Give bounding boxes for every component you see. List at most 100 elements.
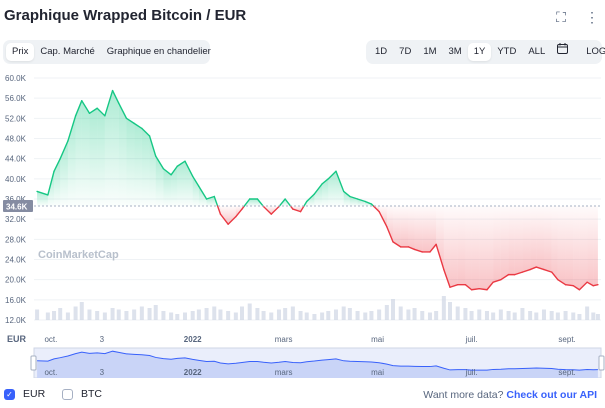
price-area: [171, 166, 178, 207]
price-area: [579, 206, 588, 290]
more-vertical-icon[interactable]: ⋮: [585, 9, 599, 25]
y-tick-label: 12.0K: [5, 316, 27, 325]
price-area: [465, 206, 472, 290]
range-1d[interactable]: 1D: [375, 46, 388, 57]
y-tick-label: 60.0K: [5, 74, 27, 83]
price-line-segment: [378, 210, 388, 228]
price-line-segment: [227, 215, 237, 225]
price-area: [587, 206, 594, 286]
price-line-segment: [141, 127, 151, 137]
price-area: [392, 206, 401, 247]
price-area: [155, 156, 164, 207]
price-line-segment: [47, 170, 55, 196]
price-line-segment: [342, 190, 351, 198]
tab-prix[interactable]: Prix: [6, 43, 35, 61]
navigator-handle-right[interactable]: [598, 355, 605, 371]
volume-bar: [240, 306, 245, 320]
checkbox-unchecked-icon[interactable]: [62, 388, 73, 400]
volume-bar: [555, 312, 560, 320]
volume-bar: [463, 308, 468, 320]
volume-bar: [577, 314, 582, 320]
price-area: [514, 206, 523, 275]
price-area: [184, 161, 193, 207]
log-toggle[interactable]: LOG: [586, 46, 605, 57]
price-area: [530, 206, 537, 270]
volume-bar: [218, 309, 223, 320]
price-area: [557, 206, 566, 285]
price-line-segment: [392, 241, 402, 248]
price-area: [443, 206, 451, 288]
volume-bar: [79, 302, 84, 320]
price-area: [112, 90, 119, 207]
volume-bar: [132, 309, 137, 320]
price-chart[interactable]: 60.0K 56.0K 52.0K 48.0K 44.0K 40.0K 36.0K 32.0K…: [0, 68, 605, 378]
price-line-segment: [198, 185, 208, 200]
volume-bar: [520, 308, 525, 320]
price-area: [551, 206, 558, 280]
navigator-handle-left[interactable]: [30, 355, 37, 371]
price-line-segment: [543, 268, 553, 273]
price-line-segment: [521, 268, 531, 273]
price-area: [89, 108, 98, 207]
y-tick-label: 56.0K: [5, 94, 27, 103]
price-line-segment: [191, 175, 200, 188]
calendar-icon[interactable]: [551, 43, 574, 61]
price-area: [357, 199, 366, 207]
price-area: [220, 206, 229, 225]
range-all[interactable]: ALL: [528, 46, 546, 57]
tab-chandelier[interactable]: Graphique en chandelier: [106, 46, 211, 57]
price-area: [104, 90, 113, 207]
range-tabs: 1D 7D 1M 3M 1Y YTD ALL LOG: [366, 40, 605, 64]
price-line-segment: [514, 271, 524, 276]
price-line-segment: [53, 157, 61, 172]
volume-bar: [116, 309, 121, 320]
volume-bar: [384, 305, 389, 320]
expand-icon[interactable]: ⛶: [556, 9, 566, 25]
volume-bar: [261, 311, 266, 320]
volume-bar: [298, 311, 303, 320]
price-line-segment: [235, 208, 243, 218]
price-area: [422, 206, 430, 252]
price-line-segment: [162, 168, 172, 176]
volume-bar: [541, 309, 546, 320]
price-line-segment: [356, 198, 366, 203]
price-area: [37, 191, 48, 207]
x-tick-label: mai: [371, 335, 384, 344]
range-1m[interactable]: 1M: [423, 46, 437, 57]
checkbox-checked-icon[interactable]: ✓: [4, 388, 15, 400]
volume-bar: [412, 308, 417, 320]
volume-bar: [469, 311, 474, 320]
volume-bar: [498, 309, 503, 320]
price-line-segment: [118, 102, 128, 120]
x-tick-label: mars: [275, 335, 293, 344]
volume-bar: [455, 306, 460, 320]
volume-bar: [139, 306, 144, 320]
legend-eur[interactable]: ✓ EUR: [4, 388, 45, 400]
price-line-segment: [313, 183, 323, 195]
price-line-segment: [219, 213, 229, 225]
price-area: [141, 128, 150, 207]
volume-bar: [175, 314, 180, 320]
price-line-segment: [449, 284, 459, 288]
legend-btc[interactable]: BTC: [62, 388, 102, 400]
price-area: [429, 206, 437, 252]
watermark: CoinMarketCap: [38, 249, 119, 261]
price-area: [314, 183, 323, 207]
range-3m[interactable]: 3M: [448, 46, 462, 57]
range-1y[interactable]: 1Y: [467, 43, 492, 61]
currency-label: EUR: [7, 334, 27, 344]
price-area: [343, 191, 350, 207]
volume-bar: [549, 311, 554, 320]
price-line-segment: [364, 200, 373, 205]
price-line-segment: [299, 205, 305, 213]
price-area: [335, 171, 344, 207]
range-7d[interactable]: 7D: [399, 46, 412, 57]
api-link[interactable]: Check out our API: [506, 389, 597, 401]
tab-cap-marche[interactable]: Cap. Marché: [40, 46, 95, 57]
range-ytd[interactable]: YTD: [497, 46, 517, 57]
price-area: [228, 206, 236, 225]
price-line-segment: [435, 243, 445, 271]
price-area: [508, 206, 515, 275]
price-line-segment: [81, 99, 91, 114]
price-line-segment: [36, 190, 49, 196]
